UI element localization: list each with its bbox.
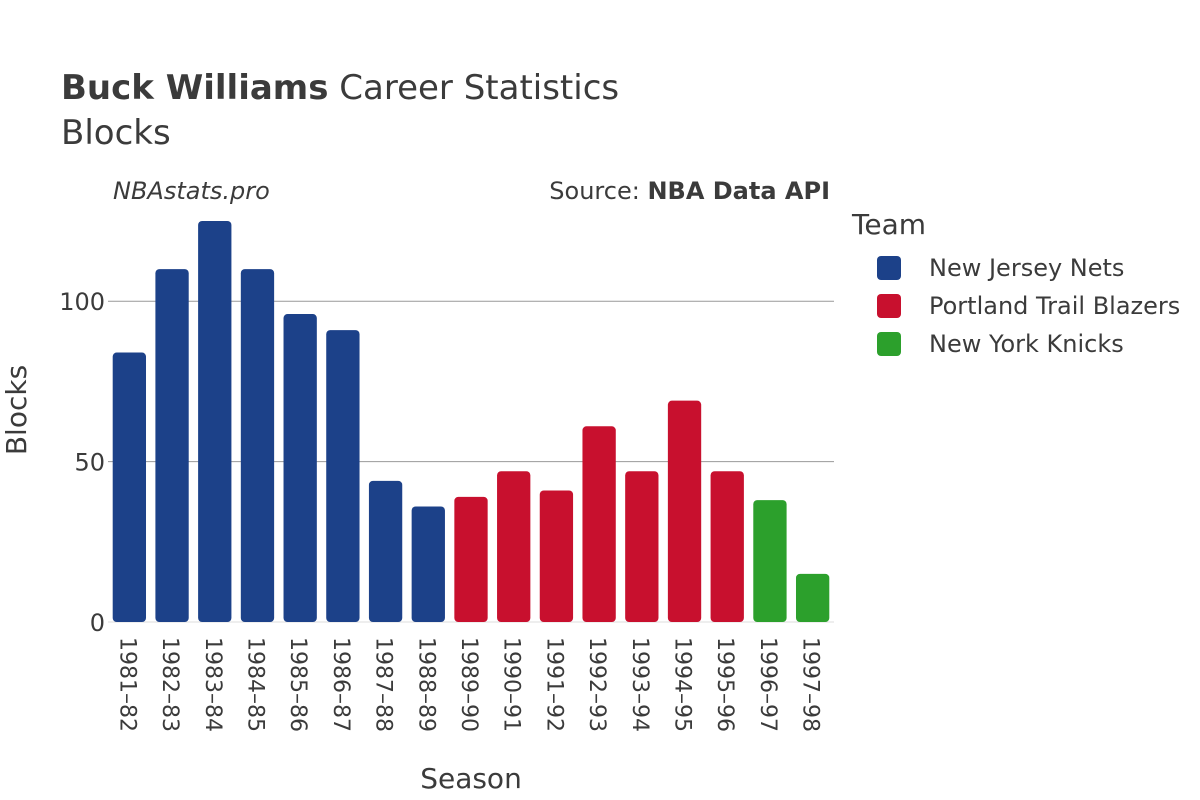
x-tick-label: 1992–93 — [584, 637, 609, 732]
legend-item-knicks[interactable]: New York Knicks — [852, 325, 1180, 363]
legend-swatch — [877, 256, 901, 280]
bar-1988–89[interactable] — [411, 506, 445, 622]
chart-title-player: Buck Williams — [61, 68, 329, 108]
bar-1981–82[interactable] — [112, 352, 147, 622]
legend-title: Team — [852, 208, 927, 241]
x-tick-label: 1997–98 — [798, 637, 823, 732]
legend-item-blazers[interactable]: Portland Trail Blazers — [852, 287, 1180, 325]
x-tick-label: 1996–97 — [755, 637, 780, 732]
bar-1989–90[interactable] — [454, 496, 488, 622]
bar-1982–83[interactable] — [155, 269, 189, 622]
source-prefix: Source: — [549, 177, 648, 205]
x-tick-label: 1991–92 — [541, 637, 566, 732]
legend-item-nets[interactable]: New Jersey Nets — [852, 249, 1180, 287]
x-tick-labels: 1981–82 1982–83 1983–84 1984–85 1985–86 1986–… — [114, 637, 822, 732]
x-tick-label: 1983–84 — [200, 637, 225, 732]
x-tick-label: 1989–90 — [456, 637, 481, 732]
x-tick-label: 1985–86 — [285, 637, 310, 732]
bar-1984–85[interactable] — [240, 269, 275, 622]
legend-swatch — [877, 332, 901, 356]
bar-1997–98[interactable] — [795, 573, 830, 622]
x-tick-label: 1986–87 — [328, 637, 353, 732]
x-tick-label: 1988–89 — [413, 637, 438, 732]
y-tick-labels: 0 50 100 — [59, 288, 105, 637]
y-tick-label: 100 — [59, 288, 105, 316]
source-name: NBA Data API — [647, 177, 830, 205]
legend: Team New Jersey Nets Portland Trail Blaz… — [852, 207, 1180, 363]
chart-title-rest: Career Statistics — [339, 68, 620, 108]
bar-1986–87[interactable] — [326, 330, 360, 622]
bar-1983–84[interactable] — [198, 221, 232, 622]
bar-1994–95[interactable] — [667, 400, 702, 622]
bar-1993–94[interactable] — [625, 471, 659, 622]
y-tick-label: 0 — [90, 609, 105, 637]
x-tick-label: 1995–96 — [712, 637, 737, 732]
bar-1996–97[interactable] — [753, 500, 787, 622]
x-axis-label: Season — [420, 762, 522, 795]
chart-title: Buck Williams Career Statistics — [61, 68, 619, 108]
legend-label: New York Knicks — [929, 330, 1124, 358]
x-tick-label: 1982–83 — [157, 637, 182, 732]
x-tick-label: 1990–91 — [499, 637, 524, 732]
legend-swatch — [877, 294, 901, 318]
x-tick-label: 1994–95 — [670, 637, 695, 732]
bar-1985–86[interactable] — [283, 314, 317, 622]
bar-1992–93[interactable] — [582, 426, 616, 622]
legend-label: New Jersey Nets — [929, 254, 1125, 282]
x-tick-label: 1981–82 — [114, 637, 139, 732]
x-tick-label: 1987–88 — [371, 637, 396, 732]
x-tick-label: 1984–85 — [242, 637, 267, 732]
x-tick-label: 1993–94 — [627, 637, 652, 732]
bar-1995–96[interactable] — [710, 471, 744, 622]
bar-1987–88[interactable] — [368, 480, 403, 622]
watermark: NBAstats.pro — [113, 177, 270, 205]
y-tick-label: 50 — [74, 449, 105, 477]
bar-1990–91[interactable] — [497, 471, 531, 622]
bars — [112, 221, 830, 622]
chart-subtitle: Blocks — [61, 113, 171, 153]
y-axis-label: Blocks — [0, 365, 33, 455]
bar-1991–92[interactable] — [539, 490, 574, 622]
legend-label: Portland Trail Blazers — [929, 292, 1181, 320]
source-label: Source: NBA Data API — [549, 176, 830, 206]
